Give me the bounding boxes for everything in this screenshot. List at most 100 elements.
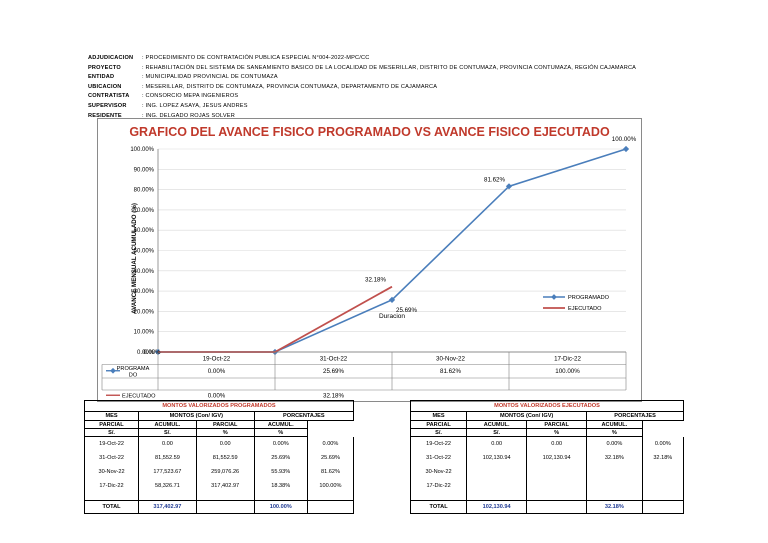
table-cell: 0.00 <box>466 436 528 451</box>
header-row: ADJUDICACION: PROCEDIMIENTO DE CONTRATAC… <box>88 54 728 64</box>
table-series-label: DO <box>129 372 138 378</box>
table-cell <box>466 492 528 501</box>
header-key: ADJUDICACION <box>88 55 134 61</box>
table-cell <box>409 492 468 501</box>
x-tick-label: 19-Oct-22 <box>203 356 231 363</box>
y-tick-label: 100.00% <box>130 147 154 153</box>
x-tick-label: 17-Dic-22 <box>554 356 581 363</box>
header-value: : MUNICIPALIDAD PROVINCIAL DE CONTUMAZA <box>142 74 278 81</box>
table-cell <box>641 492 685 501</box>
data-label: 25.69% <box>396 307 417 314</box>
table-cell: PORCENTAJES <box>253 411 355 421</box>
data-label: 0.00% <box>143 350 161 356</box>
table-cell <box>586 492 643 501</box>
header-key: CONTRATISTA <box>88 93 130 100</box>
y-tick-label: 90.00% <box>134 167 155 173</box>
table-cell <box>586 464 643 479</box>
header-key: ENTIDAD <box>88 74 115 81</box>
y-tick-label: 70.00% <box>134 208 155 214</box>
table-cell: 0.00 <box>526 436 588 451</box>
x-tick-label: 30-Nov-22 <box>436 356 465 363</box>
table-cell: 32.18% <box>586 450 643 465</box>
table-cell <box>526 492 588 501</box>
table-cell: 317,402.97 <box>138 500 197 514</box>
table-cell: S/. <box>466 428 528 437</box>
table-caption: MONTOS VALORIZADOS PROGRAMADOS <box>84 400 354 412</box>
header-value: : ING. DELGADO ROJAS SOLVER <box>142 112 235 119</box>
table-cell: ACUMUL. <box>253 420 308 429</box>
table-cell <box>306 492 355 501</box>
table-legend-programado-marker <box>110 367 116 374</box>
duration-annotation: Duracion <box>379 313 405 320</box>
table-cell: 81.62% <box>306 464 355 479</box>
table-cell: 81,552.59 <box>195 450 255 465</box>
table-cell: 32.18% <box>641 450 685 465</box>
table-value: 100.00% <box>555 368 580 375</box>
table-row: 31-Oct-22 102,130.94 102,130.94 32.18% 32.18… <box>409 450 685 465</box>
table-cell: 18.38% <box>253 478 308 493</box>
table-value: 81.62% <box>440 368 461 375</box>
table-row: 30-Nov-22 177,523.67 259,076.26 55.93% 81.62… <box>83 464 355 479</box>
table-cell <box>526 500 588 514</box>
table-cell <box>195 492 255 501</box>
table-cell: 100.00% <box>253 500 308 514</box>
header-row: ENTIDAD : MUNICIPALIDAD PROVINCIAL DE CON… <box>88 73 728 83</box>
table-cell <box>83 492 140 501</box>
table-cell: 0.00 <box>138 436 197 451</box>
table-value: 0.00% <box>208 368 226 375</box>
table-row: 30-Nov-22 <box>409 464 685 479</box>
table-value: 25.69% <box>323 368 344 375</box>
header-row: RESIDENTE: ING. DELGADO ROJAS SOLVER <box>88 112 728 122</box>
table-cell: 102,130.94 <box>466 500 528 514</box>
table-cell: 0.00 <box>195 436 255 451</box>
header-row: UBICACION: MESERILLAR, DISTRITO DE CONTU… <box>88 83 728 93</box>
header-row: CONTRATISTA : CONSORCIO MEPA INGENIEROS <box>88 92 728 102</box>
table-cell: S/. <box>409 428 468 437</box>
table-cell: 0.00% <box>586 436 643 451</box>
table-cell <box>466 464 528 479</box>
table-cell: 102,130.94 <box>466 450 528 465</box>
y-tick-label: 80.00% <box>134 188 155 194</box>
chart-container: GRAFICO DEL AVANCE FISICO PROGRAMADO VS … <box>97 118 642 402</box>
table-cell: % <box>526 428 588 437</box>
table-cell: 17-Dic-22 <box>409 478 468 493</box>
table-cell <box>195 500 255 514</box>
table-cell: ACUMUL. <box>138 420 197 429</box>
table-cell: S/. <box>138 428 197 437</box>
y-tick-label: 50.00% <box>134 249 155 255</box>
table-cell <box>641 478 685 493</box>
table-cell: 17-Dic-22 <box>83 478 140 493</box>
table-row: 19-Oct-22 0.00 0.00 0.00% 0.00% <box>83 436 355 451</box>
table-cell: 30-Nov-22 <box>83 464 140 479</box>
y-tick-label: 40.00% <box>134 269 155 275</box>
programmed-table: MONTOS VALORIZADOS PROGRAMADOS MES MONTOS … <box>83 400 355 514</box>
table-row: 17-Dic-22 <box>409 478 685 493</box>
table-value: 32.18% <box>323 392 344 399</box>
table-cell: 0.00% <box>641 436 685 451</box>
table-cell: 25.69% <box>306 450 355 465</box>
y-tick-label: 60.00% <box>134 228 155 234</box>
table-cell: 81,552.59 <box>138 450 197 465</box>
table-cell: PARCIAL <box>526 420 588 429</box>
table-cell <box>526 478 588 493</box>
header-value: : CONSORCIO MEPA INGENIEROS <box>142 93 239 100</box>
table-cell: 58,326.71 <box>138 478 197 493</box>
table-cell: MONTOS (Con/ IGV) <box>466 411 588 421</box>
table-cell <box>641 464 685 479</box>
table-series-label: EJECUTADO <box>122 393 156 399</box>
table-cell: ACUMUL. <box>586 420 643 429</box>
table-row: 19-Oct-22 0.00 0.00 0.00% 0.00% <box>409 436 685 451</box>
table-cell: MONTOS (Con/ IGV) <box>138 411 255 421</box>
project-header: ADJUDICACION: PROCEDIMIENTO DE CONTRATAC… <box>88 54 728 121</box>
data-label: 100.00% <box>612 136 637 143</box>
table-cell: S/. <box>83 428 140 437</box>
table-cell: 177,523.67 <box>138 464 197 479</box>
header-value: : ING. LOPEZ ASAYA, JESUS ANDRES <box>142 102 248 109</box>
table-cell: 19-Oct-22 <box>409 436 468 451</box>
table-cell <box>641 500 685 514</box>
table-cell: MES <box>409 411 468 421</box>
table-cell: % <box>586 428 643 437</box>
data-label: 81.62% <box>484 176 505 183</box>
header-value: : MESERILLAR, DISTRITO DE CONTUMAZA, PRO… <box>142 83 438 90</box>
header-key: SUPERVISOR <box>88 102 127 109</box>
